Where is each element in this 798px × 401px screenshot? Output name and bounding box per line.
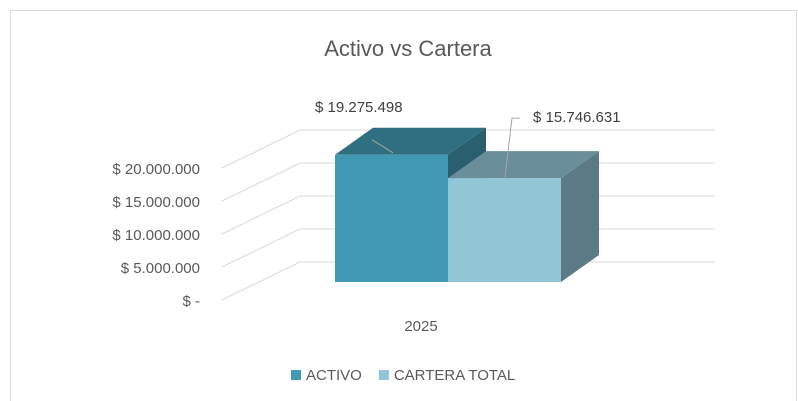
legend-swatch — [291, 370, 301, 380]
bar-top — [448, 151, 599, 179]
value-label: $ 19.275.498 — [315, 99, 403, 116]
legend-swatch — [378, 370, 389, 380]
y-tick-label: $ - — [182, 293, 200, 310]
bar — [448, 178, 561, 282]
chart-title: Activo vs Cartera — [324, 36, 492, 61]
y-tick-label: $ 20.000.000 — [112, 161, 200, 178]
y-tick-label: $ 15.000.000 — [112, 194, 200, 211]
bar-side — [561, 151, 599, 282]
leader-line — [504, 117, 520, 178]
y-tick-label: $ 5.000.000 — [121, 260, 200, 277]
x-tick-label: 2025 — [404, 318, 437, 335]
grid-line — [221, 129, 715, 169]
legend-label: ACTIVO — [306, 367, 362, 384]
bar-top — [335, 127, 486, 155]
value-label: $ 15.746.631 — [533, 109, 621, 126]
leader-line — [371, 139, 394, 154]
y-tick-label: $ 10.000.000 — [112, 227, 200, 244]
legend-label: CARTERA TOTAL — [394, 367, 515, 384]
bar — [335, 154, 448, 282]
